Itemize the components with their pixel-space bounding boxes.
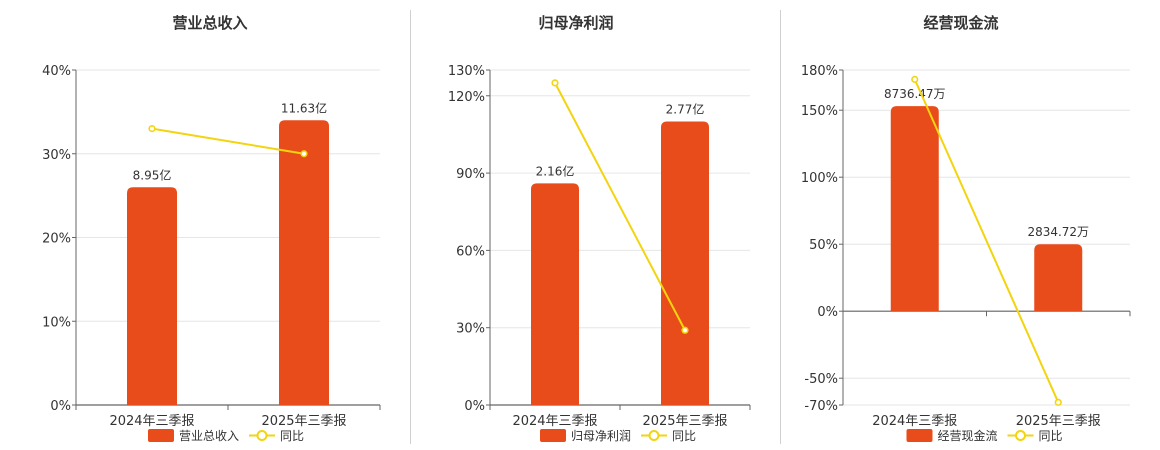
yoy-point: [681, 326, 689, 334]
y-tick-label: 120%: [448, 90, 485, 105]
bar: [127, 187, 177, 405]
bar: [531, 183, 579, 405]
yoy-point: [148, 125, 156, 133]
yoy-point: [911, 75, 919, 83]
x-tick-label: 2024年三季报: [109, 414, 194, 429]
cashflow-chart: 经营现金流 -70% -50% 0% 50% 100% 150% 180% 8736.47万 28…: [801, 14, 1131, 443]
bar: [279, 120, 329, 405]
bar-data-label: 11.63亿: [281, 100, 327, 115]
legend-label-bar: 归母净利润: [571, 429, 631, 443]
legend-swatch-bar: [540, 429, 566, 442]
y-tick-label: 30%: [42, 148, 71, 163]
chart-title: 归母净利润: [538, 14, 613, 32]
chart-panel-net-profit: 归母净利润 0% 30% 60% 90% 120% 130% 2.16亿 2.77亿 2024年三…: [411, 0, 780, 450]
bar: [1034, 244, 1083, 312]
y-tick-label: 60%: [456, 244, 485, 259]
legend-label-line: 同比: [1039, 429, 1063, 443]
legend-label-bar: 营业总收入: [179, 429, 239, 443]
y-tick-label: 50%: [809, 238, 838, 253]
net-profit-chart: 归母净利润 0% 30% 60% 90% 120% 130% 2.16亿 2.77亿 2024年三…: [448, 14, 751, 443]
y-tick-label: 0%: [817, 305, 838, 320]
divider-2: [780, 10, 781, 444]
x-tick-label: 2024年三季报: [872, 414, 957, 429]
bar: [890, 106, 939, 312]
yoy-line: [151, 127, 305, 155]
yoy-point: [1054, 398, 1062, 406]
yoy-point: [551, 79, 559, 87]
y-tick-label: 40%: [42, 64, 71, 79]
bar-data-label: 8.95亿: [133, 167, 172, 182]
y-tick-label: 30%: [456, 322, 485, 337]
y-tick-label: 150%: [801, 104, 838, 119]
x-tick-label: 2024年三季报: [512, 414, 597, 429]
yoy-point: [300, 150, 308, 158]
divider-1: [410, 10, 411, 444]
chart-title: 经营现金流: [923, 14, 998, 32]
bar-data-label: 8736.47万: [884, 87, 946, 101]
legend-swatch-bar: [906, 429, 933, 442]
legend-swatch-marker: [256, 430, 268, 441]
x-tick-label: 2025年三季报: [1016, 414, 1101, 429]
chart-panel-revenue: 营业总收入 0% 10% 20% 30% 40% 8.95亿 11.63亿 2024年三季报 20…: [0, 0, 410, 450]
legend-swatch-marker: [648, 430, 660, 441]
revenue-chart: 营业总收入 0% 10% 20% 30% 40% 8.95亿 11.63亿 2024年三季报 20…: [42, 14, 381, 443]
x-tick-label: 2025年三季报: [261, 414, 346, 429]
y-tick-label: 10%: [42, 315, 71, 330]
y-tick-label: 0%: [50, 399, 71, 414]
legend-swatch-marker: [1015, 430, 1026, 441]
y-tick-label: -50%: [804, 372, 838, 387]
y-tick-label: 20%: [42, 232, 71, 247]
y-tick-label: 100%: [801, 171, 838, 186]
legend-label-line: 同比: [280, 429, 304, 443]
x-tick-label: 2025年三季报: [642, 414, 727, 429]
yoy-line: [554, 82, 686, 331]
y-tick-label: 130%: [448, 64, 485, 79]
legend-label-bar: 经营现金流: [938, 428, 998, 443]
bar-data-label: 2.77亿: [666, 102, 705, 117]
legend-swatch-bar: [148, 429, 174, 442]
chart-title: 营业总收入: [172, 14, 247, 32]
bar-data-label: 2834.72万: [1027, 225, 1089, 239]
bar-data-label: 2.16亿: [536, 163, 575, 178]
chart-panel-cashflow: 经营现金流 -70% -50% 0% 50% 100% 150% 180% 8736.47万 28…: [781, 0, 1160, 450]
legend-label-line: 同比: [672, 429, 696, 443]
y-tick-label: -70%: [804, 399, 838, 414]
yoy-line: [913, 78, 1060, 403]
y-tick-label: 180%: [801, 64, 838, 79]
y-tick-label: 0%: [464, 399, 485, 414]
y-tick-label: 90%: [456, 167, 485, 182]
bar: [661, 121, 709, 406]
